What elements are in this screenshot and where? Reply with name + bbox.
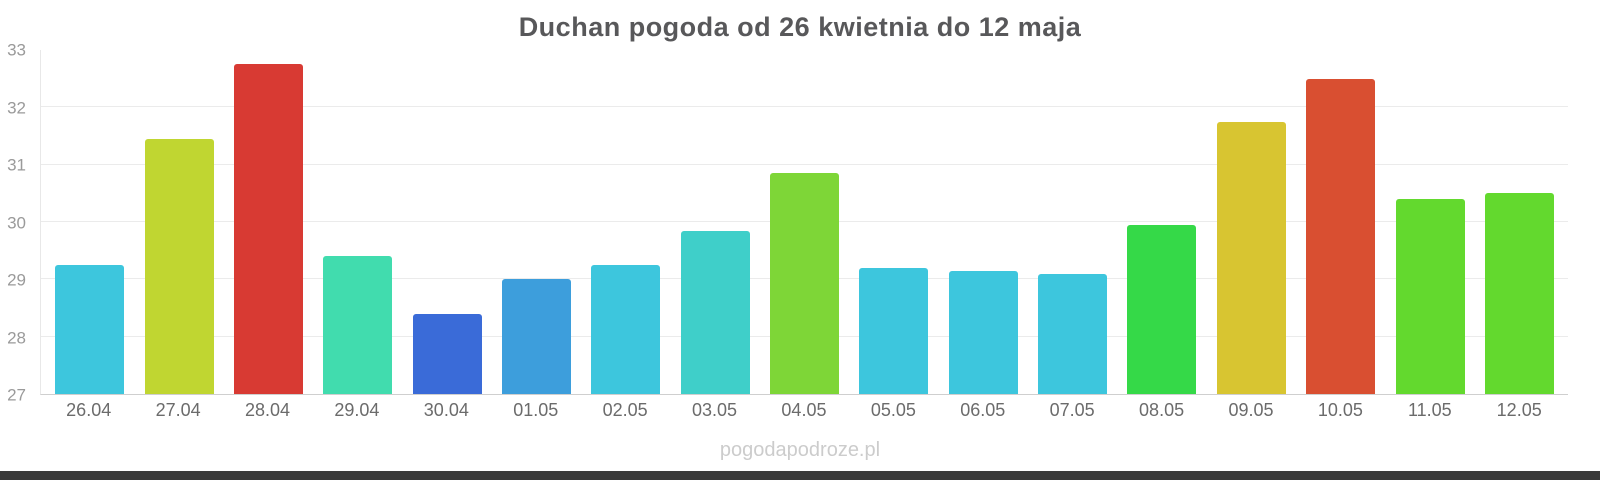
x-tick-label: 06.05: [960, 400, 1006, 420]
bar-column: [939, 50, 1028, 394]
bar-column: [1475, 50, 1564, 394]
bar-column: [224, 50, 313, 394]
bar-column: [581, 50, 670, 394]
bar-column: [134, 50, 223, 394]
bar-column: [1207, 50, 1296, 394]
chart-title: Duchan pogoda od 26 kwietnia do 12 maja: [518, 12, 1082, 42]
y-tick-label: 33: [7, 40, 26, 60]
bar-column: [313, 50, 402, 394]
gridline: [41, 163, 1568, 165]
temperature-bar[interactable]: [1038, 273, 1108, 394]
y-tick-label: 32: [7, 98, 26, 117]
bar-column: [45, 50, 134, 394]
watermark-text: pogodapodroze.pl: [719, 439, 881, 461]
bar-column: [1385, 50, 1474, 394]
x-tick-label: 26.04: [66, 400, 112, 420]
x-tick-label: 10.05: [1317, 400, 1363, 420]
x-tick-label: 01.05: [513, 400, 559, 420]
bar-column: [402, 50, 491, 394]
temperature-bar[interactable]: [323, 256, 393, 394]
temperature-bar[interactable]: [55, 265, 125, 394]
temperature-bar[interactable]: [948, 270, 1018, 394]
x-tick-label: 11.05: [1407, 400, 1452, 420]
x-tick-label: 04.05: [781, 400, 827, 420]
x-tick-label: 30.04: [423, 400, 469, 420]
x-tick-label: 09.05: [1228, 400, 1274, 420]
x-tick-label: 05.05: [870, 400, 916, 420]
bar-column: [671, 50, 760, 394]
bottom-bar: [0, 471, 1600, 480]
bar-column: [1117, 50, 1206, 394]
gridline: [41, 106, 1568, 108]
temperature-bar[interactable]: [1306, 78, 1376, 394]
temperature-bar[interactable]: [1484, 193, 1554, 394]
temperature-bar[interactable]: [501, 279, 571, 394]
bars-container: [41, 50, 1568, 394]
x-tick-label: 02.05: [602, 400, 648, 420]
temperature-bar[interactable]: [233, 64, 303, 394]
plot-area: [40, 50, 1568, 395]
x-tick-label: 12.05: [1496, 400, 1542, 420]
temperature-bar[interactable]: [1216, 121, 1286, 394]
y-tick-label: 28: [7, 328, 26, 347]
x-tick-label: 27.04: [155, 400, 201, 420]
bar-column: [1296, 50, 1385, 394]
y-tick-label: 29: [7, 270, 26, 290]
temperature-bar[interactable]: [770, 173, 840, 394]
bar-column: [760, 50, 849, 394]
temperature-bar[interactable]: [1395, 199, 1465, 394]
x-tick-label: 03.05: [692, 400, 738, 420]
y-tick-label: 30: [7, 213, 26, 232]
y-axis-labels: 27 28 29 30 31 32 33: [0, 42, 34, 404]
x-axis-labels: 26.04 27.04 28.04 29.04 30.04 01.05 02.05 03.05…: [40, 400, 1568, 428]
temperature-bar[interactable]: [859, 267, 929, 394]
temperature-bar[interactable]: [412, 313, 482, 394]
y-tick-label: 31: [7, 155, 26, 175]
x-tick-label: 08.05: [1139, 400, 1185, 420]
bar-chart: [40, 50, 1568, 395]
bar-column: [492, 50, 581, 394]
temperature-bar[interactable]: [591, 265, 661, 394]
temperature-bar[interactable]: [680, 230, 750, 394]
x-tick-label: 07.05: [1049, 400, 1095, 420]
x-tick-label: 29.04: [334, 400, 380, 420]
bar-column: [849, 50, 938, 394]
temperature-bar[interactable]: [144, 138, 214, 394]
x-tick-label: 28.04: [244, 400, 291, 420]
temperature-bar[interactable]: [1127, 224, 1197, 394]
y-tick-label: 27: [7, 385, 26, 405]
bar-column: [1028, 50, 1117, 394]
